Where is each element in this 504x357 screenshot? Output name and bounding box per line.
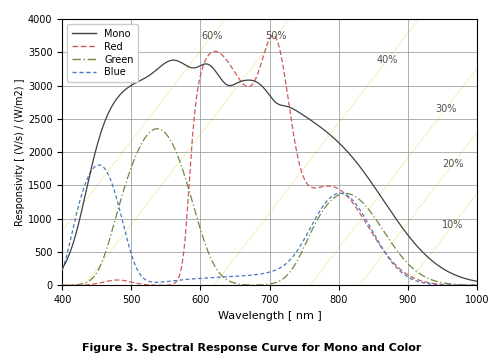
Red (386, 255, 392, 260)
Line: Blue: Blue (62, 165, 477, 285)
Green (80, 281, 86, 286)
Mono (80, 201, 86, 205)
Green (474, 283, 480, 287)
Blue (59, 268, 66, 272)
Red (270, 33, 276, 37)
Green (462, 283, 468, 287)
Blue (80, 187, 86, 191)
Blue (261, 271, 267, 276)
Blue (386, 256, 392, 260)
Text: 10%: 10% (442, 220, 463, 230)
Red (474, 283, 480, 287)
Mono (59, 266, 66, 271)
Green (386, 237, 392, 241)
Red (80, 283, 86, 287)
Text: 50%: 50% (266, 31, 287, 41)
Blue (250, 273, 256, 277)
Blue (96, 163, 102, 167)
Text: 30%: 30% (435, 104, 456, 114)
Red (261, 52, 267, 57)
Line: Mono: Mono (62, 60, 477, 281)
Green (250, 283, 256, 287)
Green (59, 283, 66, 287)
Text: Figure 3. Spectral Response Curve for Mono and Color: Figure 3. Spectral Response Curve for Mo… (82, 343, 422, 353)
Blue (462, 283, 468, 287)
Y-axis label: Responsivity [ (V/s) / (W/m2) ]: Responsivity [ (V/s) / (W/m2) ] (15, 79, 25, 226)
Blue (474, 283, 480, 287)
Text: 20%: 20% (442, 159, 463, 169)
X-axis label: Wavelength [ nm ]: Wavelength [ nm ] (218, 311, 322, 321)
Line: Green: Green (62, 129, 477, 285)
Mono (462, 276, 468, 281)
Mono (386, 206, 392, 211)
Legend: Mono, Red, Green, Blue: Mono, Red, Green, Blue (67, 24, 139, 82)
Text: 60%: 60% (202, 31, 223, 41)
Mono (250, 79, 256, 83)
Green (462, 283, 468, 287)
Red (250, 82, 256, 86)
Line: Red: Red (62, 35, 477, 285)
Mono (261, 86, 267, 90)
Mono (474, 279, 480, 283)
Red (59, 283, 66, 287)
Red (462, 283, 468, 287)
Blue (462, 283, 468, 287)
Green (154, 127, 160, 131)
Mono (462, 276, 468, 281)
Green (261, 282, 267, 287)
Red (462, 283, 468, 287)
Text: 40%: 40% (376, 55, 398, 65)
Mono (170, 58, 176, 62)
